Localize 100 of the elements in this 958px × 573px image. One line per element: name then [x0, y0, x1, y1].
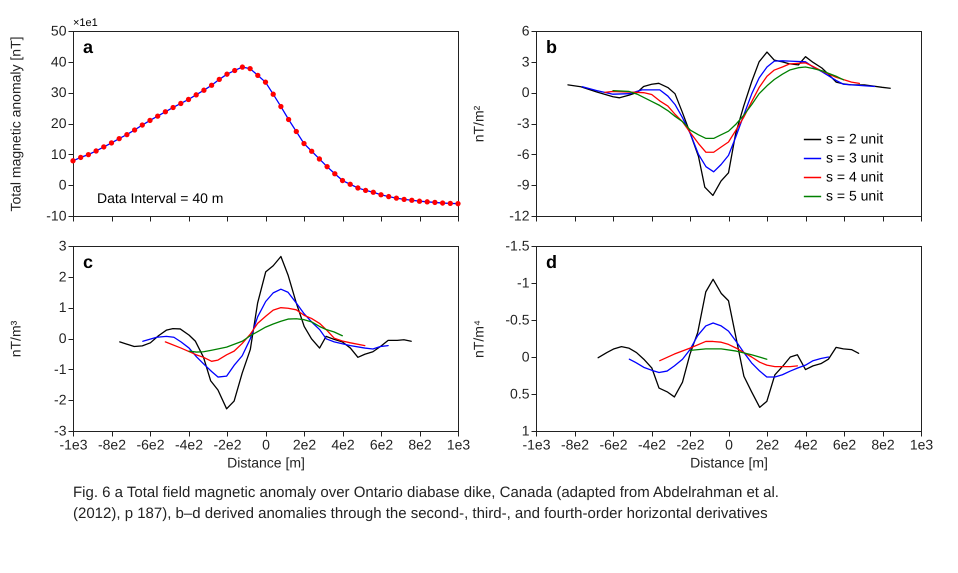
line-series — [119, 256, 412, 410]
y-tick-label: -9 — [517, 176, 530, 193]
y-tick-label: 0 — [522, 84, 530, 100]
point — [348, 182, 353, 187]
line-series — [164, 307, 366, 362]
point — [278, 104, 284, 110]
x-tick-label: -8e2 — [98, 436, 126, 452]
y-tick-label: -3 — [54, 422, 67, 438]
point — [93, 148, 99, 154]
x-tick-label: 0 — [262, 436, 270, 452]
y-tick-label: -12 — [509, 208, 530, 224]
y-tick-label: 30 — [50, 84, 67, 100]
y-axis-title: nT/m³ — [8, 320, 24, 358]
point — [340, 178, 346, 184]
point — [132, 127, 138, 133]
line-series — [659, 340, 798, 368]
point — [178, 100, 184, 106]
point — [208, 82, 214, 88]
x-tick-label: 1e3 — [446, 436, 470, 452]
chart-title: b — [546, 37, 557, 57]
point — [232, 68, 238, 74]
point — [432, 200, 438, 206]
line-series — [188, 318, 343, 353]
y-tick-label: 20 — [50, 115, 67, 131]
x-tick-label: -1e3 — [522, 436, 551, 452]
point — [424, 199, 430, 204]
x-tick-label: 8e2 — [408, 436, 432, 452]
legend-label: s = 4 unit — [826, 168, 884, 184]
point — [108, 140, 114, 146]
y-tick-label: 3 — [58, 238, 67, 254]
legend-label: s = 2 unit — [826, 130, 884, 146]
point — [386, 194, 392, 200]
x-tick-label: -6e2 — [136, 436, 165, 452]
point — [440, 200, 446, 206]
y-tick-label: -1 — [54, 360, 67, 377]
y-tick-label: 50 — [50, 22, 67, 38]
point — [455, 201, 461, 206]
chart-title: d — [546, 252, 557, 272]
point — [394, 195, 400, 201]
line-series — [598, 278, 860, 408]
point — [309, 148, 314, 154]
point — [124, 132, 130, 138]
point — [162, 109, 168, 114]
point — [255, 72, 260, 78]
point — [286, 116, 292, 122]
x-tick-label: 2e2 — [756, 436, 780, 452]
chart-title: a — [83, 37, 94, 57]
point — [86, 152, 92, 158]
y-axis-title: Total magnetic anomaly [nT] — [8, 36, 24, 212]
y-tick-label: -0.5 — [505, 312, 530, 328]
legend-label: s = 5 unit — [826, 188, 884, 204]
x-tick-label: 8e2 — [871, 436, 895, 452]
x-tick-label: 2e2 — [292, 436, 316, 452]
legend-label: s = 3 unit — [826, 150, 884, 166]
y-tick-label: -2 — [54, 392, 67, 408]
point — [216, 76, 222, 82]
point — [294, 128, 299, 134]
y-tick-label: 3 — [522, 53, 530, 70]
y-tick-label: 1 — [522, 422, 530, 438]
line-series — [142, 288, 389, 378]
y-tick-label: 40 — [50, 53, 67, 70]
y-tick-label: 1 — [58, 299, 67, 316]
text: ×1e1 — [73, 17, 98, 29]
point — [201, 88, 207, 93]
point — [194, 92, 199, 98]
line-series — [690, 348, 768, 360]
line-series — [628, 322, 830, 378]
y-axis-title: nT/m² — [470, 105, 486, 142]
point — [378, 192, 384, 198]
y-tick-label: 0 — [522, 348, 530, 364]
y-tick-label: 0 — [58, 176, 67, 193]
point — [316, 156, 322, 162]
x-tick-label: -1e3 — [59, 436, 88, 452]
point — [101, 144, 106, 150]
point — [370, 190, 376, 195]
y-axis-title: nT/m⁴ — [470, 320, 486, 358]
point — [155, 113, 160, 119]
point — [116, 136, 122, 142]
point — [240, 64, 246, 70]
point — [448, 200, 453, 206]
x-tick-label: -2e2 — [676, 436, 705, 452]
point — [270, 92, 276, 97]
y-tick-label: 0.5 — [510, 386, 530, 402]
y-tick-label: 10 — [50, 146, 67, 162]
y-tick-label: -3 — [517, 115, 530, 131]
point — [355, 185, 361, 191]
x-tick-label: -2e2 — [213, 436, 242, 452]
x-tick-label: 6e2 — [832, 436, 856, 452]
annotation: Data Interval = 40 m — [97, 190, 224, 206]
point — [78, 154, 84, 160]
point — [401, 196, 407, 202]
text: (2012), p 187), b–d derived anomalies through the second-, third-, and fourth-order horizontal derivatives — [73, 505, 768, 522]
y-tick-label: 6 — [522, 22, 530, 38]
x-tick-label: -4e2 — [174, 436, 204, 452]
point — [147, 118, 153, 124]
point — [70, 158, 76, 164]
point — [170, 104, 176, 110]
y-tick-label: -1 — [517, 274, 530, 290]
x-tick-label: -8e2 — [560, 436, 590, 452]
x-tick-label: 4e2 — [331, 436, 355, 452]
